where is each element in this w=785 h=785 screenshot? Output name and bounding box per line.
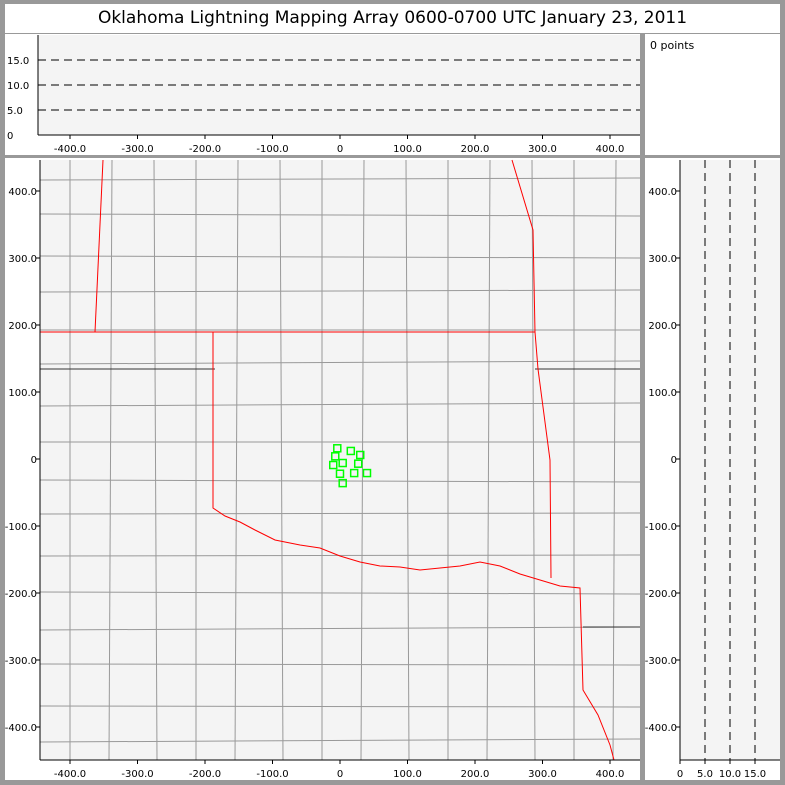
county-line bbox=[39, 177, 641, 181]
lma-station-marker bbox=[338, 478, 347, 488]
x-tick-label: 300.0 bbox=[528, 769, 557, 780]
county-line bbox=[531, 159, 536, 761]
y-tick-label: -100.0 bbox=[5, 522, 37, 533]
county-borders bbox=[39, 159, 641, 761]
lma-station-marker bbox=[346, 446, 356, 456]
y-tick-label: 400.0 bbox=[648, 187, 677, 198]
state-borders bbox=[40, 159, 615, 761]
y-tick-label: 100.0 bbox=[648, 388, 677, 399]
county-line bbox=[39, 479, 641, 483]
x-tick-label: 0 bbox=[337, 769, 343, 780]
x-tick-label: 10.0 bbox=[719, 769, 741, 780]
y-tick-label: 5.0 bbox=[7, 106, 23, 117]
lma-station-marker bbox=[362, 468, 372, 478]
county-line bbox=[612, 159, 617, 761]
x-tick-label: 15.0 bbox=[744, 769, 766, 780]
x-tick-label: -100.0 bbox=[256, 769, 288, 780]
y-tick-label: -300.0 bbox=[5, 656, 37, 667]
lma-station-marker bbox=[335, 469, 345, 478]
x-tick-label: 100.0 bbox=[393, 144, 422, 155]
county-line bbox=[486, 159, 491, 761]
y-tick-label: 10.0 bbox=[7, 81, 29, 92]
county-line bbox=[39, 626, 641, 631]
x-tick-label: -300.0 bbox=[121, 769, 153, 780]
station-markers bbox=[329, 444, 372, 488]
x-tick-label: 0 bbox=[337, 144, 343, 155]
county-line bbox=[279, 159, 284, 761]
page-title: Oklahoma Lightning Mapping Array 0600-07… bbox=[5, 4, 780, 33]
y-tick-label: 0 bbox=[31, 455, 37, 466]
x-tick-label: 300.0 bbox=[528, 144, 557, 155]
county-line bbox=[39, 705, 641, 708]
lma-station-marker bbox=[338, 458, 347, 468]
y-tick-label: -200.0 bbox=[5, 589, 37, 600]
y-tick-label: 300.0 bbox=[8, 254, 37, 265]
county-line bbox=[405, 159, 410, 761]
colorado-kansas-border bbox=[94, 159, 104, 333]
y-tick-label: 200.0 bbox=[8, 321, 37, 332]
county-line bbox=[39, 591, 641, 595]
lma-station-marker bbox=[356, 450, 365, 460]
x-tick-label: 100.0 bbox=[393, 769, 422, 780]
red-river-border bbox=[212, 332, 615, 761]
x-tick-label: -300.0 bbox=[121, 144, 153, 155]
y-tick-label: -400.0 bbox=[5, 723, 37, 734]
missouri-arkansas-border bbox=[511, 159, 552, 579]
lma-station-marker bbox=[331, 452, 340, 461]
y-tick-label: 15.0 bbox=[7, 56, 29, 67]
y-tick-label: 100.0 bbox=[8, 388, 37, 399]
county-line bbox=[39, 402, 641, 407]
y-tick-label: -200.0 bbox=[645, 589, 677, 600]
county-line bbox=[39, 663, 641, 666]
county-line bbox=[39, 360, 641, 365]
x-tick-label: -400.0 bbox=[54, 769, 86, 780]
y-tick-label: 200.0 bbox=[648, 321, 677, 332]
x-tick-label: 400.0 bbox=[596, 769, 625, 780]
x-tick-label: 400.0 bbox=[596, 144, 625, 155]
county-line bbox=[39, 255, 641, 259]
lma-station-marker bbox=[329, 460, 338, 470]
x-tick-label: -200.0 bbox=[189, 144, 221, 155]
x-tick-label: 200.0 bbox=[461, 769, 490, 780]
y-tick-label: 0 bbox=[671, 455, 677, 466]
x-tick-label: 200.0 bbox=[461, 144, 490, 155]
x-tick-label: 0 bbox=[677, 769, 683, 780]
lma-station-marker bbox=[349, 468, 359, 478]
county-line bbox=[39, 289, 641, 293]
points-count: 0 points bbox=[650, 39, 695, 52]
info-panel: 0 points bbox=[645, 34, 780, 155]
y-tick-label: 0 bbox=[7, 131, 13, 142]
x-tick-label: -100.0 bbox=[256, 144, 288, 155]
y-tick-label: -400.0 bbox=[645, 723, 677, 734]
lma-station-marker bbox=[353, 459, 363, 468]
county-line bbox=[39, 213, 641, 217]
county-line bbox=[39, 512, 641, 515]
y-tick-label: -100.0 bbox=[645, 522, 677, 533]
y-tick-label: 300.0 bbox=[648, 254, 677, 265]
x-tick-label: -400.0 bbox=[54, 144, 86, 155]
y-tick-label: 400.0 bbox=[8, 187, 37, 198]
x-tick-label: -200.0 bbox=[189, 769, 221, 780]
county-line bbox=[153, 159, 158, 761]
county-line bbox=[234, 159, 239, 761]
county-line bbox=[108, 159, 113, 761]
county-line bbox=[39, 738, 641, 743]
lma-station-marker bbox=[333, 444, 342, 453]
county-line bbox=[360, 159, 365, 761]
y-tick-label: -300.0 bbox=[645, 656, 677, 667]
x-tick-label: 5.0 bbox=[697, 769, 713, 780]
